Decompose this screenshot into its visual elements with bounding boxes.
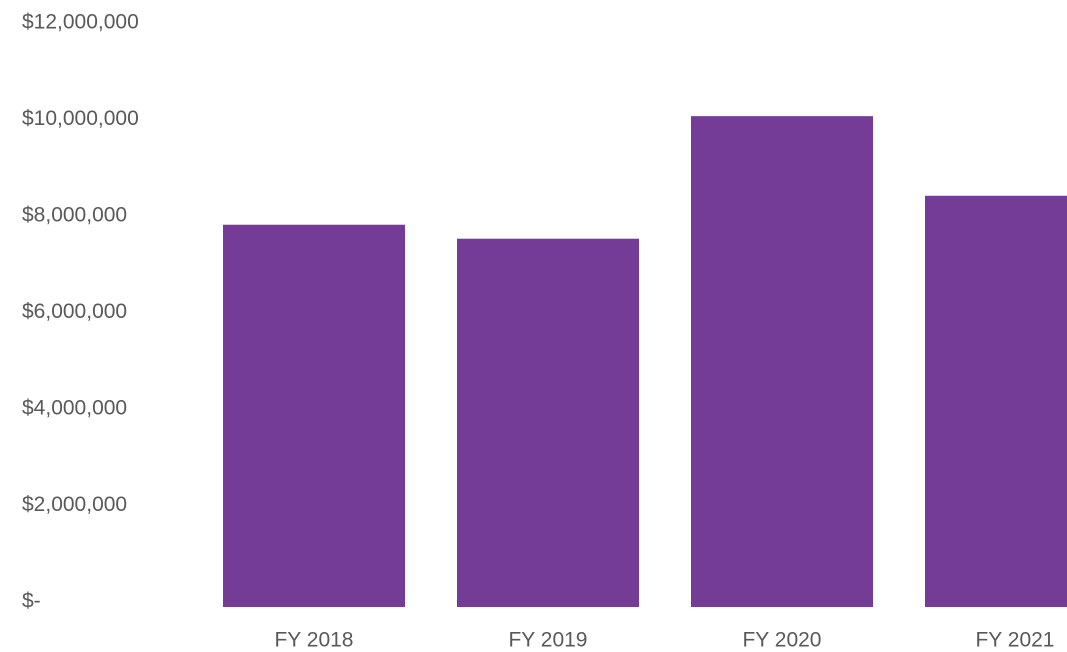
bar (223, 224, 405, 607)
y-tick-label: $8,000,000 (22, 204, 127, 227)
bar (457, 238, 639, 607)
x-tick-label: FY 2021 (975, 629, 1054, 652)
x-tick-label: FY 2018 (274, 629, 353, 652)
y-tick-label: $4,000,000 (22, 397, 127, 420)
x-tick-label: FY 2020 (742, 629, 821, 652)
y-tick-label: $10,000,000 (22, 107, 139, 130)
y-tick-label: $12,000,000 (22, 11, 139, 34)
bar (925, 195, 1067, 607)
y-tick-label: $- (22, 590, 41, 613)
x-tick-label: FY 2019 (508, 629, 587, 652)
bar (691, 116, 873, 607)
y-tick-label: $6,000,000 (22, 300, 127, 323)
y-tick-label: $2,000,000 (22, 493, 127, 516)
